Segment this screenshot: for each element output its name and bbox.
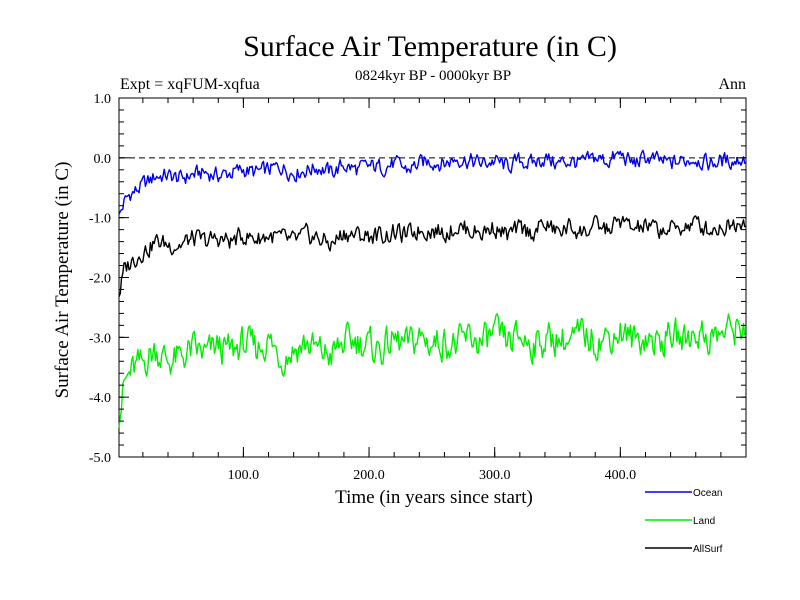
experiment-label: Expt = xqFUM-xqfua <box>120 76 260 93</box>
y-tick-label: -3.0 <box>89 331 111 346</box>
y-tick-label: 1.0 <box>94 92 112 107</box>
series-lines <box>118 149 747 428</box>
y-tick-label: 0.0 <box>94 152 112 167</box>
x-tick-label: 400.0 <box>605 468 637 483</box>
series-line-land <box>118 313 747 428</box>
plot-area <box>118 97 747 458</box>
chart-title: Surface Air Temperature (in C) <box>243 30 617 63</box>
y-tick-label: -5.0 <box>89 451 111 466</box>
chart-subtitle: 0824kyr BP - 0000kyr BP <box>355 68 511 84</box>
y-tick-label: -2.0 <box>89 272 111 287</box>
series-line-ocean <box>118 149 747 215</box>
season-label: Ann <box>718 76 746 93</box>
x-tick-label: 300.0 <box>479 468 511 483</box>
series-line-allsurf <box>118 214 747 298</box>
y-tick-label: -4.0 <box>89 391 111 406</box>
y-tick-label: -1.0 <box>89 212 111 227</box>
y-axis-label: Surface Air Temperature (in C) <box>52 162 73 399</box>
legend-label-land: Land <box>693 516 715 527</box>
plot-frame <box>118 97 747 458</box>
legend: Ocean Land AllSurf <box>645 488 723 555</box>
legend-label-ocean: Ocean <box>693 488 722 499</box>
x-tick-label: 200.0 <box>353 468 385 483</box>
legend-label-allsurf: AllSurf <box>693 544 723 555</box>
x-tick-label: 100.0 <box>228 468 260 483</box>
axes: -5.0 -4.0 -3.0 -2.0 -1.0 0.0 1.0 100.0 200.0 300.… <box>89 92 747 483</box>
x-axis-label: Time (in years since start) <box>335 487 533 508</box>
